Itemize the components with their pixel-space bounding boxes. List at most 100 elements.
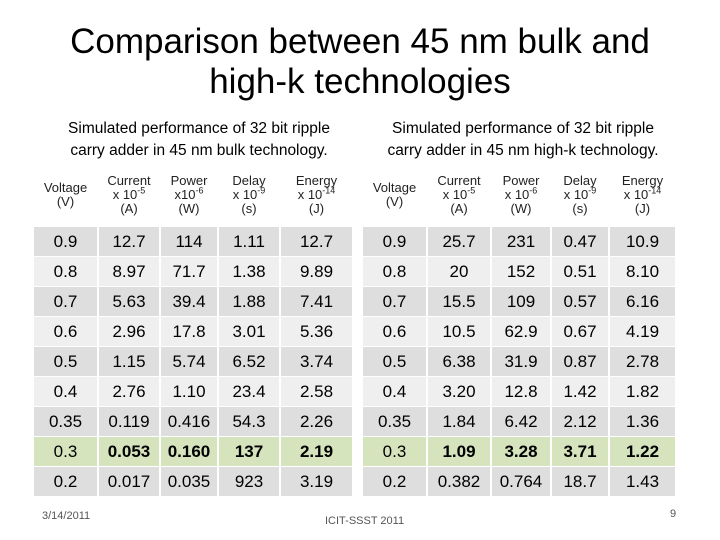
- delay-cell: 6.52: [217, 346, 280, 377]
- bulk-performance-table: Voltage (V) Current x 10-5 (A) Power x10-6 (W…: [34, 164, 352, 496]
- current-cell: 0.053: [97, 436, 160, 467]
- energy-cell: 9.89: [279, 256, 352, 287]
- delay-cell: 1.88: [217, 286, 280, 317]
- delay-cell: 1.42: [550, 376, 609, 407]
- energy-cell: 2.58: [279, 376, 352, 407]
- voltage-cell: 0.9: [363, 226, 427, 257]
- table-header-row: Voltage (V) Current x 10-5 (A) Power x 10-6(…: [363, 164, 675, 227]
- current-cell: 1.09: [426, 436, 491, 467]
- voltage-cell: 0.9: [34, 226, 98, 257]
- table-row: 0.4 3.20 12.8 1.42 1.82: [363, 376, 675, 407]
- energy-cell: 12.7: [279, 226, 352, 257]
- voltage-cell: 0.6: [34, 316, 98, 347]
- energy-cell: 3.74: [279, 346, 352, 377]
- energy-cell: 2.26: [279, 406, 352, 437]
- bulk-table-body: 0.9 12.7 114 1.11 12.7 0.8 8.97 71.7 1.38 9.89 0.7…: [34, 226, 352, 496]
- current-cell: 6.38: [426, 346, 491, 377]
- power-cell: 109: [490, 286, 551, 317]
- table-row: 0.3 0.053 0.160 137 2.19: [34, 436, 352, 467]
- energy-cell: 2.78: [608, 346, 675, 377]
- energy-cell: 6.16: [608, 286, 675, 317]
- power-cell: 3.28: [490, 436, 551, 467]
- slide-title: Comparison between 45 nm bulk and high-k…: [0, 22, 720, 102]
- power-cell: 0.764: [490, 466, 551, 496]
- voltage-header: Voltage (V): [34, 164, 98, 227]
- slide-number: 9: [670, 508, 677, 520]
- energy-cell: 10.9: [608, 226, 675, 257]
- highk-table-caption: Simulated performance of 32 bit ripple c…: [358, 118, 688, 162]
- delay-cell: 54.3: [217, 406, 280, 437]
- current-cell: 12.7: [97, 226, 160, 257]
- power-cell: 0.160: [159, 436, 218, 467]
- voltage-cell: 0.2: [363, 466, 427, 496]
- delay-cell: 0.67: [550, 316, 609, 347]
- table-row: 0.2 0.382 0.764 18.7 1.43: [363, 466, 675, 496]
- power-cell: 5.74: [159, 346, 218, 377]
- table-row: 0.8 20 152 0.51 8.10: [363, 256, 675, 287]
- current-cell: 10.5: [426, 316, 491, 347]
- delay-cell: 0.87: [550, 346, 609, 377]
- voltage-cell: 0.5: [363, 346, 427, 377]
- energy-cell: 8.10: [608, 256, 675, 287]
- highk-table-body: 0.9 25.7 231 0.47 10.9 0.8 20 152 0.51 8.10 0.7 15.…: [363, 226, 675, 496]
- delay-cell: 18.7: [550, 466, 609, 496]
- delay-cell: 1.38: [217, 256, 280, 287]
- delay-header: Delay x 10-9 (s): [217, 164, 280, 227]
- table-row: 0.5 1.15 5.74 6.52 3.74: [34, 346, 352, 377]
- energy-cell: 2.19: [279, 436, 352, 467]
- current-cell: 0.382: [426, 466, 491, 496]
- energy-cell: 3.19: [279, 466, 352, 496]
- delay-cell: 1.11: [217, 226, 280, 257]
- voltage-cell: 0.8: [34, 256, 98, 287]
- power-header: Power x10-6 (W): [159, 164, 218, 227]
- bulk-caption-line2: carry adder in 45 nm bulk technology.: [70, 142, 328, 159]
- energy-cell: 5.36: [279, 316, 352, 347]
- power-cell: 114: [159, 226, 218, 257]
- current-cell: 1.15: [97, 346, 160, 377]
- delay-cell: 23.4: [217, 376, 280, 407]
- current-header: Current x 10-5 (A): [97, 164, 160, 227]
- delay-cell: 3.01: [217, 316, 280, 347]
- current-cell: 8.97: [97, 256, 160, 287]
- table-row: 0.6 2.96 17.8 3.01 5.36: [34, 316, 352, 347]
- current-cell: 2.96: [97, 316, 160, 347]
- slide-title-line1: Comparison between 45 nm bulk and: [70, 22, 650, 61]
- power-cell: 1.10: [159, 376, 218, 407]
- energy-cell: 1.43: [608, 466, 675, 496]
- voltage-cell: 0.5: [34, 346, 98, 377]
- delay-cell: 0.51: [550, 256, 609, 287]
- current-cell: 0.119: [97, 406, 160, 437]
- highk-caption-line1: Simulated performance of 32 bit ripple: [392, 120, 654, 137]
- power-cell: 231: [490, 226, 551, 257]
- current-cell: 1.84: [426, 406, 491, 437]
- voltage-cell: 0.8: [363, 256, 427, 287]
- table-row: 0.35 1.84 6.42 2.12 1.36: [363, 406, 675, 437]
- voltage-cell: 0.3: [363, 436, 427, 467]
- energy-cell: 1.82: [608, 376, 675, 407]
- bulk-caption-line1: Simulated performance of 32 bit ripple: [68, 120, 330, 137]
- power-cell: 12.8: [490, 376, 551, 407]
- power-cell: 62.9: [490, 316, 551, 347]
- table-row: 0.7 15.5 109 0.57 6.16: [363, 286, 675, 317]
- energy-cell: 4.19: [608, 316, 675, 347]
- table-row: 0.6 10.5 62.9 0.67 4.19: [363, 316, 675, 347]
- table-row: 0.2 0.017 0.035 923 3.19: [34, 466, 352, 496]
- delay-cell: 923: [217, 466, 280, 496]
- current-cell: 25.7: [426, 226, 491, 257]
- highk-performance-table: Voltage (V) Current x 10-5 (A) Power x 10-6(…: [363, 164, 675, 496]
- energy-cell: 1.36: [608, 406, 675, 437]
- voltage-cell: 0.35: [34, 406, 98, 437]
- current-cell: 0.017: [97, 466, 160, 496]
- energy-cell: 7.41: [279, 286, 352, 317]
- table-row: 0.9 25.7 231 0.47 10.9: [363, 226, 675, 257]
- table-row: 0.8 8.97 71.7 1.38 9.89: [34, 256, 352, 287]
- power-cell: 71.7: [159, 256, 218, 287]
- table-row: 0.9 12.7 114 1.11 12.7: [34, 226, 352, 257]
- power-cell: 17.8: [159, 316, 218, 347]
- table-row: 0.7 5.63 39.4 1.88 7.41: [34, 286, 352, 317]
- voltage-cell: 0.35: [363, 406, 427, 437]
- footer-conference: ICIT-SSST 2011: [325, 515, 405, 527]
- voltage-cell: 0.4: [363, 376, 427, 407]
- voltage-cell: 0.6: [363, 316, 427, 347]
- current-cell: 20: [426, 256, 491, 287]
